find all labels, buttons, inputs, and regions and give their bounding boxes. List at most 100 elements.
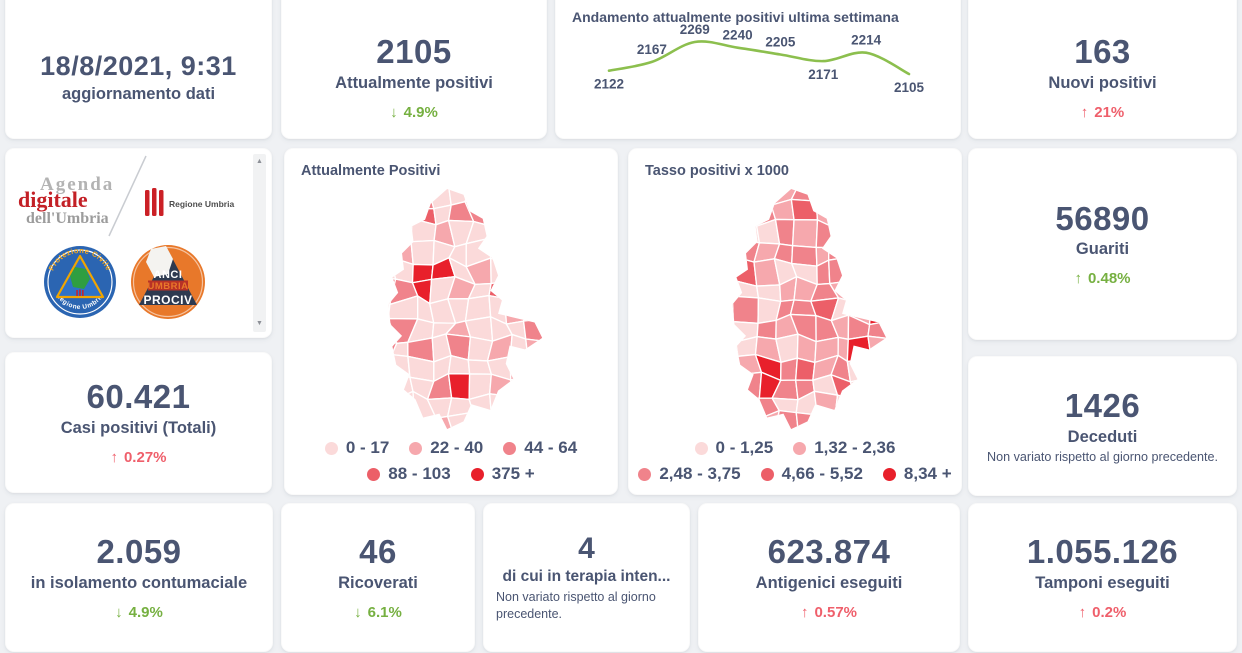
municipality-cell[interactable]: [699, 296, 723, 318]
municipality-cell[interactable]: [720, 337, 739, 364]
municipality-cell[interactable]: [355, 278, 376, 304]
municipality-cell[interactable]: [855, 220, 872, 246]
municipality-cell[interactable]: [522, 258, 546, 282]
municipality-cell[interactable]: [702, 187, 720, 207]
municipality-cell[interactable]: [699, 374, 722, 395]
municipality-cell[interactable]: [701, 317, 720, 339]
municipality-cell[interactable]: [375, 242, 393, 267]
municipality-cell[interactable]: [834, 394, 857, 417]
municipality-cell[interactable]: [813, 390, 839, 417]
municipality-cell[interactable]: [490, 257, 514, 285]
municipality-cell[interactable]: [848, 280, 872, 303]
municipality-cell[interactable]: [523, 412, 545, 435]
municipality-cell[interactable]: [489, 224, 513, 242]
municipality-cell[interactable]: [699, 393, 722, 420]
municipality-cell[interactable]: [867, 237, 891, 268]
municipality-cell[interactable]: [522, 317, 547, 342]
municipality-cell[interactable]: [780, 357, 798, 382]
municipality-cell[interactable]: [732, 223, 761, 244]
municipality-cell[interactable]: [714, 239, 741, 260]
municipality-cell[interactable]: [509, 353, 529, 381]
municipality-cell[interactable]: [754, 185, 781, 206]
municipality-cell[interactable]: [523, 392, 547, 416]
municipality-cell[interactable]: [790, 185, 817, 202]
municipality-cell[interactable]: [870, 358, 891, 378]
municipality-cell[interactable]: [810, 188, 834, 202]
municipality-cell[interactable]: [503, 393, 531, 416]
municipality-cell[interactable]: [392, 390, 416, 421]
municipality-cell[interactable]: [355, 373, 375, 398]
municipality-cell[interactable]: [355, 356, 372, 379]
municipality-cell[interactable]: [870, 185, 891, 210]
municipality-cell[interactable]: [410, 239, 435, 266]
municipality-cell[interactable]: [866, 259, 891, 287]
municipality-cell[interactable]: [447, 185, 472, 206]
municipality-cell[interactable]: [507, 185, 531, 211]
municipality-cell[interactable]: [791, 218, 819, 249]
municipality-cell[interactable]: [867, 335, 891, 360]
municipality-cell[interactable]: [410, 188, 435, 210]
municipality-cell[interactable]: [866, 284, 891, 300]
municipality-cell[interactable]: [510, 374, 529, 398]
municipality-cell[interactable]: [716, 276, 736, 305]
municipality-cell[interactable]: [739, 371, 763, 399]
municipality-cell[interactable]: [699, 416, 722, 435]
municipality-cell[interactable]: [530, 244, 547, 264]
municipality-cell[interactable]: [485, 414, 511, 435]
municipality-cell[interactable]: [371, 185, 399, 206]
choropleth-map-attualmente[interactable]: [355, 185, 547, 435]
municipality-cell[interactable]: [446, 411, 474, 435]
municipality-cell[interactable]: [355, 397, 376, 416]
municipality-cell[interactable]: [375, 256, 397, 280]
municipality-cell[interactable]: [699, 337, 722, 363]
municipality-cell[interactable]: [770, 198, 795, 221]
municipality-cell[interactable]: [870, 206, 890, 226]
municipality-cell[interactable]: [370, 374, 399, 400]
municipality-cell[interactable]: [355, 303, 372, 323]
municipality-cell[interactable]: [522, 299, 547, 322]
municipality-cell[interactable]: [716, 316, 737, 343]
municipality-cell[interactable]: [355, 338, 376, 358]
municipality-cell[interactable]: [718, 185, 742, 209]
municipality-cell[interactable]: [528, 219, 547, 248]
logos-scrollbar[interactable]: ▲ ▼: [253, 154, 266, 332]
municipality-cell[interactable]: [810, 414, 839, 435]
municipality-cell[interactable]: [732, 204, 758, 227]
municipality-cell[interactable]: [699, 356, 722, 379]
municipality-cell[interactable]: [831, 188, 857, 206]
scroll-down-icon[interactable]: ▼: [256, 320, 263, 327]
choropleth-map-tasso[interactable]: [699, 185, 891, 435]
municipality-cell[interactable]: [389, 241, 414, 266]
municipality-cell[interactable]: [388, 203, 413, 228]
municipality-cell[interactable]: [850, 396, 876, 417]
municipality-cell[interactable]: [394, 188, 414, 210]
municipality-cell[interactable]: [717, 373, 743, 399]
municipality-cell[interactable]: [489, 393, 514, 420]
municipality-cell[interactable]: [832, 199, 857, 230]
municipality-cell[interactable]: [716, 218, 738, 247]
municipality-cell[interactable]: [848, 256, 877, 287]
municipality-cell[interactable]: [721, 205, 739, 226]
municipality-cell[interactable]: [372, 337, 398, 357]
municipality-cell[interactable]: [510, 200, 531, 226]
municipality-cell[interactable]: [504, 240, 532, 268]
municipality-cell[interactable]: [834, 415, 856, 435]
municipality-cell[interactable]: [504, 219, 532, 247]
municipality-cell[interactable]: [391, 353, 411, 378]
municipality-cell[interactable]: [699, 259, 716, 278]
municipality-cell[interactable]: [528, 208, 547, 227]
municipality-cell[interactable]: [868, 295, 891, 326]
municipality-cell[interactable]: [503, 279, 530, 303]
municipality-cell[interactable]: [699, 277, 723, 303]
municipality-cell[interactable]: [850, 411, 876, 435]
municipality-cell[interactable]: [815, 219, 837, 249]
municipality-cell[interactable]: [468, 411, 493, 435]
municipality-cell[interactable]: [355, 318, 376, 344]
municipality-cell[interactable]: [512, 261, 532, 282]
municipality-cell[interactable]: [716, 295, 735, 323]
municipality-cell[interactable]: [717, 355, 741, 381]
municipality-cell[interactable]: [369, 222, 393, 248]
municipality-cell[interactable]: [375, 397, 399, 421]
municipality-cell[interactable]: [867, 220, 891, 247]
municipality-cell[interactable]: [369, 201, 396, 228]
